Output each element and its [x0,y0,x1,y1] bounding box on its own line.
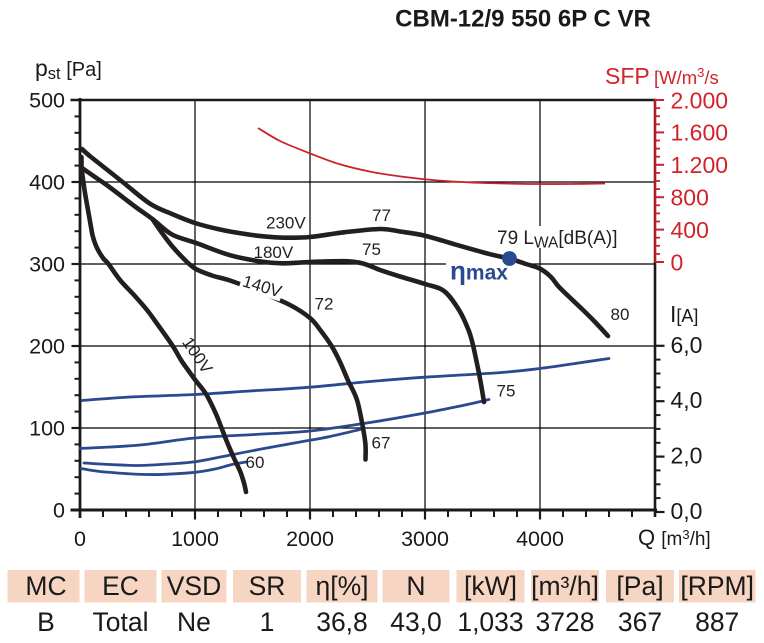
svg-text:1: 1 [260,607,275,637]
svg-text:2,0: 2,0 [671,443,703,469]
svg-text:100V: 100V [178,334,216,378]
svg-text:SFP: SFP [605,63,650,89]
svg-text:2.000: 2.000 [671,87,729,113]
svg-text:Q [m3/h]: Q [m3/h] [638,525,711,550]
svg-text:[m³/h]: [m³/h] [531,571,599,601]
svg-text:180V: 180V [254,243,294,262]
svg-text:0: 0 [53,499,65,523]
svg-text:887: 887 [695,607,739,637]
svg-text:200: 200 [29,335,65,359]
svg-text:6,0: 6,0 [671,332,703,358]
svg-text:ηmax: ηmax [450,256,508,286]
svg-text:1.600: 1.600 [671,120,729,146]
svg-text:400: 400 [671,217,709,243]
svg-text:η[%]: η[%] [315,571,368,601]
svg-text:0: 0 [671,249,684,275]
svg-text:3000: 3000 [401,527,449,551]
svg-text:pst [Pa]: pst [Pa] [35,55,102,83]
svg-text:500: 500 [29,89,65,113]
svg-text:367: 367 [618,607,662,637]
svg-text:4,0: 4,0 [671,387,703,413]
svg-text:[Pa]: [Pa] [616,571,663,601]
svg-text:36,8: 36,8 [316,607,368,637]
svg-text:1,033: 1,033 [457,607,523,637]
svg-text:1000: 1000 [171,527,219,551]
svg-text:230V: 230V [266,214,306,233]
svg-text:2000: 2000 [286,527,334,551]
svg-text:0: 0 [74,527,86,551]
svg-text:80: 80 [611,305,630,324]
svg-text:100: 100 [29,417,65,441]
svg-text:77: 77 [372,206,391,225]
svg-text:VSD: VSD [167,571,222,601]
svg-text:43,0: 43,0 [390,607,442,637]
svg-text:1.200: 1.200 [671,152,729,178]
svg-text:140V: 140V [240,272,284,302]
svg-text:N: N [406,571,425,601]
svg-text:67: 67 [372,434,391,453]
svg-text:800: 800 [671,185,709,211]
svg-text:I[A]: I[A] [670,301,698,327]
svg-text:[RPM]: [RPM] [680,571,754,601]
svg-text:75: 75 [362,240,381,259]
svg-text:300: 300 [29,253,65,277]
svg-text:79 LWA[dB(A)]: 79 LWA[dB(A)] [497,228,618,252]
svg-text:Total: Total [93,607,149,637]
svg-text:60: 60 [246,453,265,472]
svg-text:75: 75 [497,382,516,401]
svg-text:3728: 3728 [536,607,595,637]
svg-text:SR: SR [249,571,286,601]
svg-text:400: 400 [29,171,65,195]
svg-text:72: 72 [315,295,334,314]
svg-text:EC: EC [102,571,139,601]
svg-text:[W/m3/s: [W/m3/s [654,65,719,88]
svg-text:B: B [37,607,55,637]
svg-text:CBM-12/9 550 6P C VR: CBM-12/9 550 6P C VR [395,6,651,33]
svg-text:[kW]: [kW] [464,571,517,601]
svg-text:Ne: Ne [177,607,211,637]
svg-text:0,0: 0,0 [671,498,703,524]
svg-text:MC: MC [25,571,66,601]
svg-text:4000: 4000 [516,527,564,551]
